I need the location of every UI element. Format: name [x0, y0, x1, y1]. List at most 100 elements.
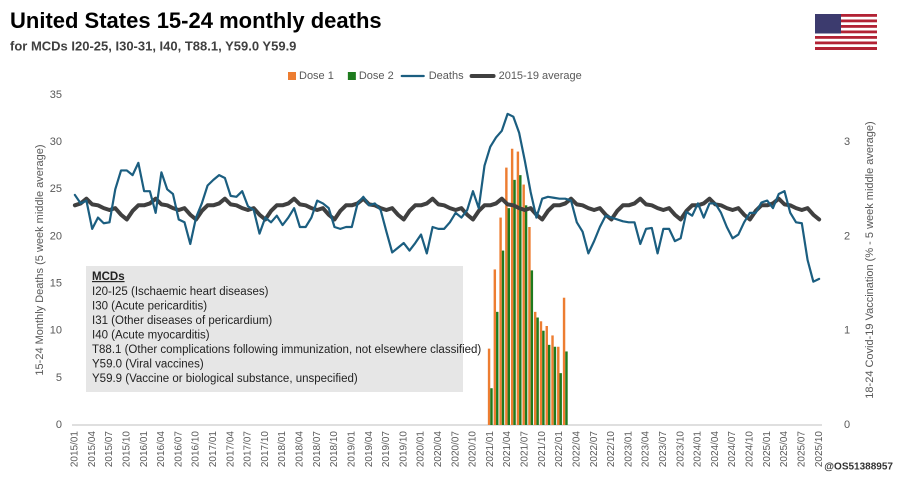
bar — [487, 348, 491, 425]
x-tick-label: 2019/01 — [346, 431, 357, 468]
x-tick-label: 2021/07 — [520, 431, 531, 468]
x-tick-label: 2019/07 — [381, 431, 392, 468]
bar — [542, 330, 545, 425]
x-tick-label: 2020/10 — [468, 431, 479, 468]
x-tick-label: 2018/07 — [312, 431, 323, 468]
y-tick-label: 20 — [50, 230, 62, 242]
x-tick-label: 2024/04 — [710, 431, 721, 468]
bar — [559, 373, 562, 425]
annotation-line: I30 (Acute pericarditis) — [92, 301, 207, 313]
bar — [493, 269, 497, 425]
x-tick-label: 2019/04 — [364, 431, 375, 468]
bar — [545, 326, 548, 425]
bar — [499, 217, 502, 425]
x-tick-label: 2015/10 — [121, 431, 132, 468]
x-tick-label: 2017/10 — [260, 431, 271, 468]
x-tick-label: 2018/04 — [295, 431, 306, 468]
x-tick-label: 2022/01 — [554, 431, 565, 468]
bar — [536, 317, 539, 425]
annotation-title: MCDs — [92, 271, 125, 283]
bar — [565, 351, 568, 425]
line — [72, 196, 822, 222]
x-tick-label: 2015/04 — [87, 431, 98, 468]
x-tick-label: 2023/10 — [675, 431, 686, 468]
annotation-line: I20-I25 (Ischaemic heart diseases) — [92, 286, 269, 298]
x-tick-label: 2016/01 — [139, 431, 150, 468]
y-tick-label: 25 — [50, 183, 62, 195]
bar — [490, 388, 493, 425]
bar — [557, 346, 560, 425]
bar — [562, 297, 566, 425]
x-tick-label: 2016/07 — [173, 431, 184, 468]
x-tick-label: 2023/04 — [641, 431, 652, 468]
annotation-line: I40 (Acute myocarditis) — [92, 330, 210, 342]
x-tick-label: 2024/07 — [727, 431, 738, 468]
bar — [530, 270, 534, 425]
y2-tick-label: 2 — [844, 230, 850, 242]
x-tick-label: 2024/01 — [693, 431, 704, 468]
bar — [528, 227, 531, 425]
x-tick-label: 2018/10 — [329, 431, 340, 468]
y2-axis-label: 18-24 Covid-19 Vaccination (% - 5 week m… — [864, 121, 876, 398]
x-tick-label: 2017/04 — [225, 431, 236, 468]
x-tick-label: 2020/04 — [433, 431, 444, 468]
x-tick-label: 2025/04 — [779, 431, 790, 468]
flag — [815, 14, 877, 50]
annotation-line: Y59.0 (Viral vaccines) — [92, 359, 204, 371]
y-tick-label: 15 — [50, 277, 62, 289]
legend-label: Dose 1 — [299, 70, 334, 82]
x-tick-label: 2017/07 — [243, 431, 254, 468]
bar — [501, 250, 505, 425]
y-axis-label: 15-24 Monthly Deaths (5 week middle aver… — [34, 144, 46, 375]
bar — [496, 311, 499, 425]
x-tick-label: 2016/04 — [156, 431, 167, 468]
legend-swatch — [347, 72, 356, 80]
bar — [516, 151, 520, 426]
bar — [534, 311, 537, 425]
legend-label: Deaths — [429, 70, 464, 82]
x-tick-label: 2015/07 — [104, 431, 115, 468]
x-tick-label: 2023/07 — [658, 431, 669, 468]
x-tick-label: 2018/01 — [277, 431, 288, 468]
y2-tick-label: 3 — [844, 136, 850, 148]
x-tick-label: 2025/10 — [814, 431, 825, 468]
chart-title: United States 15-24 monthly deaths — [10, 8, 382, 33]
chart-subtitle: for MCDs I20-25, I30-31, I40, T88.1, Y59… — [10, 38, 296, 53]
line — [73, 112, 821, 283]
y-tick-label: 10 — [50, 325, 62, 337]
bar — [547, 344, 551, 425]
bar — [524, 205, 528, 425]
x-tick-label: 2025/01 — [762, 431, 773, 468]
x-tick-label: 2021/10 — [537, 431, 548, 468]
x-tick-label: 2024/10 — [745, 431, 756, 468]
annotation-line: I31 (Other diseases of pericardium) — [92, 315, 272, 327]
bar — [522, 184, 525, 425]
x-tick-label: 2021/04 — [502, 431, 513, 468]
annotation-line: Y59.9 (Vaccine or biological substance, … — [92, 373, 358, 385]
x-tick-label: 2019/10 — [398, 431, 409, 468]
legend-label: 2015-19 average — [499, 70, 582, 82]
x-tick-label: 2023/01 — [623, 431, 634, 468]
y-tick-label: 30 — [50, 136, 62, 148]
bar — [553, 346, 557, 425]
legend-label: Dose 2 — [359, 70, 394, 82]
annotation-background — [86, 266, 463, 392]
y2-tick-label: 1 — [844, 325, 850, 337]
credit: @OS51388957 — [824, 462, 893, 473]
bar — [519, 175, 522, 425]
x-tick-label: 2020/01 — [416, 431, 427, 468]
annotation-line: T88.1 (Other complications following imm… — [92, 344, 481, 356]
x-tick-label: 2017/01 — [208, 431, 219, 468]
bar — [507, 208, 510, 425]
x-tick-label: 2016/10 — [191, 431, 202, 468]
x-tick-label: 2021/01 — [485, 431, 496, 468]
y2-tick-label: 0 — [844, 419, 850, 431]
y-tick-label: 0 — [56, 419, 62, 431]
x-tick-label: 2020/07 — [450, 431, 461, 468]
x-tick-label: 2022/04 — [571, 431, 582, 468]
x-tick-label: 2015/01 — [70, 431, 81, 468]
x-tick-label: 2022/07 — [589, 431, 600, 468]
bar — [505, 167, 508, 425]
